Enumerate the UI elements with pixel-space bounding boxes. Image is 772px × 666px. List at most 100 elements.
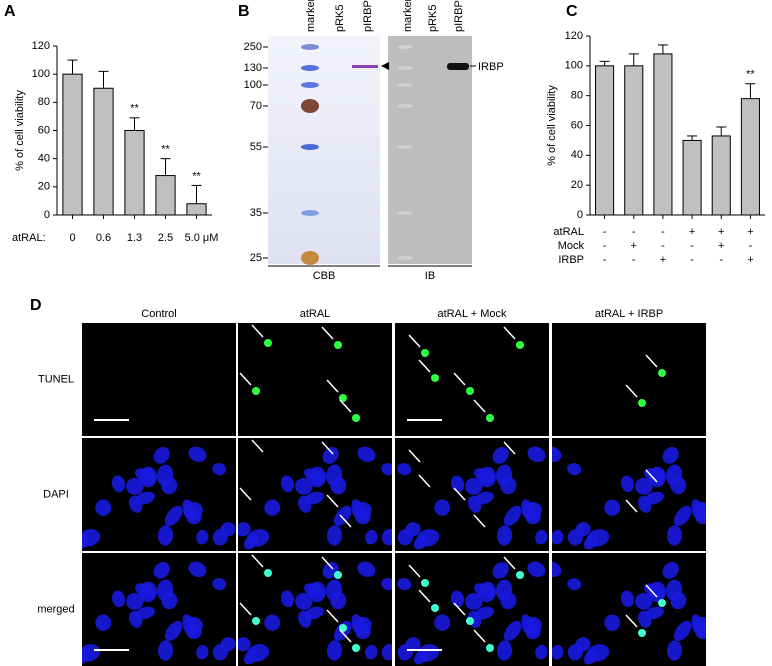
tunel-spot xyxy=(658,369,666,377)
nucleus xyxy=(365,529,378,545)
nucleus xyxy=(295,477,313,495)
nucleus xyxy=(129,610,143,628)
tunel-spot xyxy=(252,387,260,395)
nucleus xyxy=(586,529,610,547)
nucleus xyxy=(500,477,517,495)
ladder-band xyxy=(301,65,319,71)
tunel-spot xyxy=(658,599,666,607)
image-content xyxy=(552,446,706,550)
tunel-spot xyxy=(516,571,524,579)
marker-size: 25 xyxy=(250,252,262,264)
significance: ** xyxy=(130,103,139,115)
image-content xyxy=(82,446,236,550)
micrograph xyxy=(82,553,236,666)
nucleus xyxy=(604,499,621,516)
lane-label: pIRBP xyxy=(362,0,374,32)
nucleus xyxy=(567,643,583,661)
nucleus xyxy=(352,616,372,635)
ladder-band xyxy=(301,210,319,216)
nucleus xyxy=(212,643,228,661)
x-tick-label: 0.6 xyxy=(96,232,111,244)
tunel-spot xyxy=(516,341,524,349)
marker-size: 250 xyxy=(244,41,262,53)
lane-label: pIRBP xyxy=(453,0,465,32)
nucleus xyxy=(238,522,251,537)
nucleus xyxy=(188,561,207,578)
nucleus xyxy=(333,505,352,526)
ladder-band xyxy=(301,82,319,88)
arrow xyxy=(251,554,264,568)
significance: ** xyxy=(192,170,201,182)
condition-sign: + xyxy=(747,226,753,238)
nucleus xyxy=(95,499,112,516)
condition-sign: - xyxy=(603,254,607,266)
nucleus xyxy=(161,592,178,610)
row-label: DAPI xyxy=(43,488,69,500)
image-content xyxy=(552,561,706,665)
arrow xyxy=(321,556,334,570)
micrograph xyxy=(395,323,549,436)
arrow xyxy=(625,384,638,398)
x-axis-label: atRAL: xyxy=(12,232,46,244)
x-tick-label: 2.5 xyxy=(158,232,173,244)
arrow xyxy=(418,589,431,603)
nucleus xyxy=(552,561,562,578)
condition-sign: + xyxy=(747,254,753,266)
nucleus xyxy=(567,528,583,546)
ib-ladder-band xyxy=(397,104,413,108)
condition-sign: + xyxy=(689,226,695,238)
nucleus xyxy=(298,495,312,513)
y-axis-label: % of cell viability xyxy=(546,85,558,166)
nucleus xyxy=(662,446,679,464)
nucleus xyxy=(503,505,522,526)
micrograph xyxy=(82,438,236,551)
x-tick-label: 0 xyxy=(69,232,75,244)
nucleus xyxy=(492,561,509,579)
nucleus xyxy=(535,644,548,660)
arrow xyxy=(418,474,431,488)
nucleus xyxy=(478,466,496,488)
bar xyxy=(740,98,760,216)
nucleus xyxy=(308,466,326,488)
condition-sign: - xyxy=(749,240,753,252)
image-content xyxy=(239,324,360,422)
nucleus xyxy=(153,446,170,464)
nucleus xyxy=(95,614,112,631)
nucleus xyxy=(381,578,392,591)
nucleus xyxy=(157,525,174,546)
y-tick-label: 0 xyxy=(577,209,583,221)
arrow xyxy=(473,399,486,413)
column-label: atRAL + IRBP xyxy=(595,308,663,320)
tunel-spot xyxy=(264,569,272,577)
arrow xyxy=(453,602,466,616)
bar xyxy=(155,175,176,216)
bar xyxy=(624,65,644,216)
nucleus xyxy=(264,499,281,516)
irbp-band-ib xyxy=(447,63,469,70)
nucleus xyxy=(638,495,652,513)
y-tick-label: 100 xyxy=(565,60,583,72)
bar xyxy=(186,203,207,216)
irbp-band-cbb xyxy=(352,65,378,68)
nucleus xyxy=(478,581,496,603)
panel-letter: B xyxy=(238,3,250,20)
nucleus xyxy=(535,529,548,545)
micrograph xyxy=(82,323,236,436)
nucleus xyxy=(552,446,562,463)
bar xyxy=(653,53,673,216)
nucleus xyxy=(381,463,392,476)
nucleus xyxy=(212,463,227,476)
arrow xyxy=(339,399,352,413)
nucleus xyxy=(111,590,126,608)
tunel-spot xyxy=(352,414,360,422)
micrograph xyxy=(552,438,706,551)
nucleus xyxy=(381,528,392,546)
nucleus xyxy=(567,578,582,591)
ib-ladder-band xyxy=(397,256,413,260)
nucleus xyxy=(326,640,343,661)
arrow xyxy=(239,602,252,616)
arrow xyxy=(453,372,466,386)
nucleus xyxy=(670,477,687,495)
nucleus xyxy=(635,477,653,495)
arrow xyxy=(418,359,431,373)
